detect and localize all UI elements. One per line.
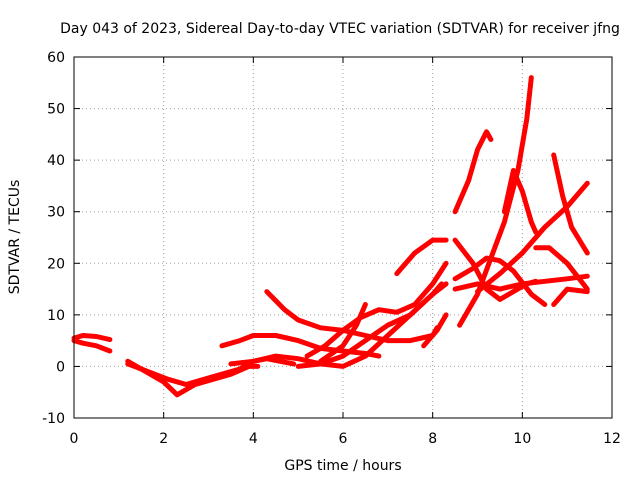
x-tick-label: 8: [428, 431, 437, 447]
x-tick-label: 6: [339, 431, 348, 447]
x-axis-label: GPS time / hours: [284, 458, 401, 474]
series-track-8: [295, 281, 445, 369]
y-tick-label: 20: [47, 256, 65, 272]
chart-title: Day 043 of 2023, Sidereal Day-to-day VTE…: [60, 21, 620, 37]
series-track-19: [501, 168, 539, 235]
series-track-18: [475, 180, 590, 295]
series-track-2: [71, 338, 113, 354]
series-layer: [71, 75, 590, 398]
tick-layer: -10 0 10 20 30 40 50 60 0 2 4 6 8 10 12: [42, 50, 621, 447]
y-axis-label: SDTVAR / TECUs: [7, 180, 23, 295]
y-tick-label: 60: [47, 50, 65, 66]
series-track-12: [421, 312, 449, 349]
series-track-16: [457, 75, 534, 328]
series-track-20: [533, 245, 590, 292]
x-tick-label: 4: [249, 431, 258, 447]
series-track-5: [219, 333, 382, 359]
x-tick-label: 2: [159, 431, 168, 447]
y-tick-label: 40: [47, 153, 65, 169]
x-tick-label: 12: [603, 431, 621, 447]
x-tick-label: 10: [513, 431, 531, 447]
y-tick-label: 50: [47, 102, 65, 118]
y-tick-label: 10: [47, 308, 65, 324]
series-track-21: [551, 152, 590, 256]
y-tick-label: -10: [42, 411, 65, 427]
series-track-13: [452, 129, 494, 215]
y-tick-label: 30: [47, 205, 65, 221]
x-tick-label: 0: [70, 431, 79, 447]
series-track-17: [452, 273, 590, 292]
series-track-10: [318, 302, 368, 364]
series-track-22: [551, 286, 590, 307]
grid-layer: [74, 57, 612, 418]
y-tick-label: 0: [56, 359, 65, 375]
series-track-9: [304, 260, 449, 359]
series-track-1: [71, 333, 113, 343]
series-track-15: [452, 255, 548, 307]
series-track-11: [394, 237, 449, 277]
